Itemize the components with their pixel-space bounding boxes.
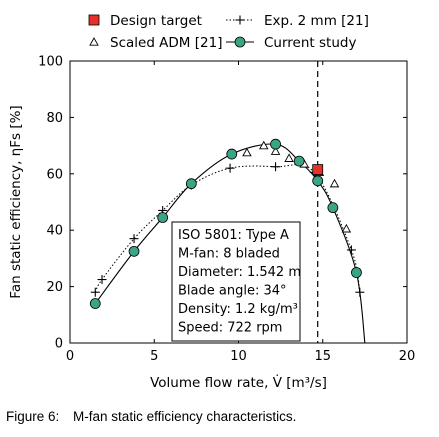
circle-marker xyxy=(128,245,140,257)
triangle-marker xyxy=(242,147,252,157)
legend-item: Exp. 2 mm [21] xyxy=(226,13,369,29)
annotation-line: M-fan: 8 bladed xyxy=(178,247,280,262)
efficiency-chart: 0 5 10 15 20 0 20 40 60 80 100 Volume flow rate, V̇… xyxy=(8,13,416,391)
circle-marker xyxy=(157,212,169,223)
triangle-marker xyxy=(341,223,352,233)
x-tick-label: 15 xyxy=(314,349,331,364)
legend-item: Scaled ADM [21] xyxy=(89,35,222,51)
series-line-exp-2-mm-21- xyxy=(94,164,361,293)
circle-marker xyxy=(293,155,305,167)
annotation-line: Diameter: 1.542 m xyxy=(178,265,301,280)
y-tick-label: 60 xyxy=(46,167,63,182)
annotation-line: Density: 1.2 kg/m³ xyxy=(178,302,298,317)
plus-marker xyxy=(129,234,139,244)
circle-marker xyxy=(270,138,281,150)
legend-plus-marker xyxy=(235,15,245,25)
plus-marker xyxy=(271,162,281,172)
circle-marker xyxy=(327,202,339,214)
legend-label: Current study xyxy=(264,35,356,51)
plus-marker xyxy=(90,287,100,297)
plus-marker xyxy=(225,163,235,173)
legend-item: Current study xyxy=(226,35,356,51)
legend-label: Scaled ADM [21] xyxy=(110,35,222,51)
legend-circle-marker xyxy=(234,36,246,48)
y-tick-label: 20 xyxy=(46,280,63,295)
x-tick-label: 5 xyxy=(150,349,158,364)
figure-number: Figure 6: xyxy=(6,409,60,424)
plus-marker xyxy=(97,275,107,285)
x-tick-label: 20 xyxy=(399,349,416,364)
annotation-line: ISO 5801: Type A xyxy=(178,228,289,243)
x-tick-label: 0 xyxy=(66,349,74,364)
design-target-marker xyxy=(312,164,324,175)
legend-label: Design target xyxy=(110,13,202,29)
y-tick-label: 80 xyxy=(46,111,63,126)
circle-marker xyxy=(351,267,362,278)
triangle-marker xyxy=(329,178,340,188)
y-tick-label: 40 xyxy=(46,224,63,239)
plus-marker xyxy=(346,245,356,255)
x-axis-label: Volume flow rate, V̇ [m³/s] xyxy=(150,375,327,391)
y-axis-label: Fan static efficiency, ηFs [%] xyxy=(8,105,24,298)
legend: Design target Exp. 2 mm [21] Scaled ADM [2… xyxy=(88,13,369,51)
y-tick-label: 0 xyxy=(55,337,63,352)
annotation-line: Speed: 722 rpm xyxy=(178,321,282,336)
circle-marker xyxy=(89,298,101,309)
legend-item: Design target xyxy=(88,13,202,29)
figure-caption-text: M-fan static efficiency characteristics. xyxy=(73,409,297,424)
circle-marker xyxy=(312,175,324,187)
annotation-line: Blade angle: 34° xyxy=(178,284,287,299)
circle-marker xyxy=(185,178,197,190)
figure-caption: Figure 6: M-fan static efficiency charac… xyxy=(6,409,296,424)
triangle-marker xyxy=(270,146,281,155)
legend-label: Exp. 2 mm [21] xyxy=(264,13,369,29)
triangle-marker xyxy=(259,140,269,150)
legend-triangle-marker xyxy=(89,37,99,46)
x-tick-label: 10 xyxy=(230,349,247,364)
plus-marker xyxy=(355,287,365,297)
circle-marker xyxy=(226,148,238,160)
annotation-box xyxy=(171,221,301,342)
y-tick-label: 100 xyxy=(38,55,63,70)
legend-square-marker xyxy=(88,14,100,26)
triangle-marker xyxy=(284,153,294,162)
